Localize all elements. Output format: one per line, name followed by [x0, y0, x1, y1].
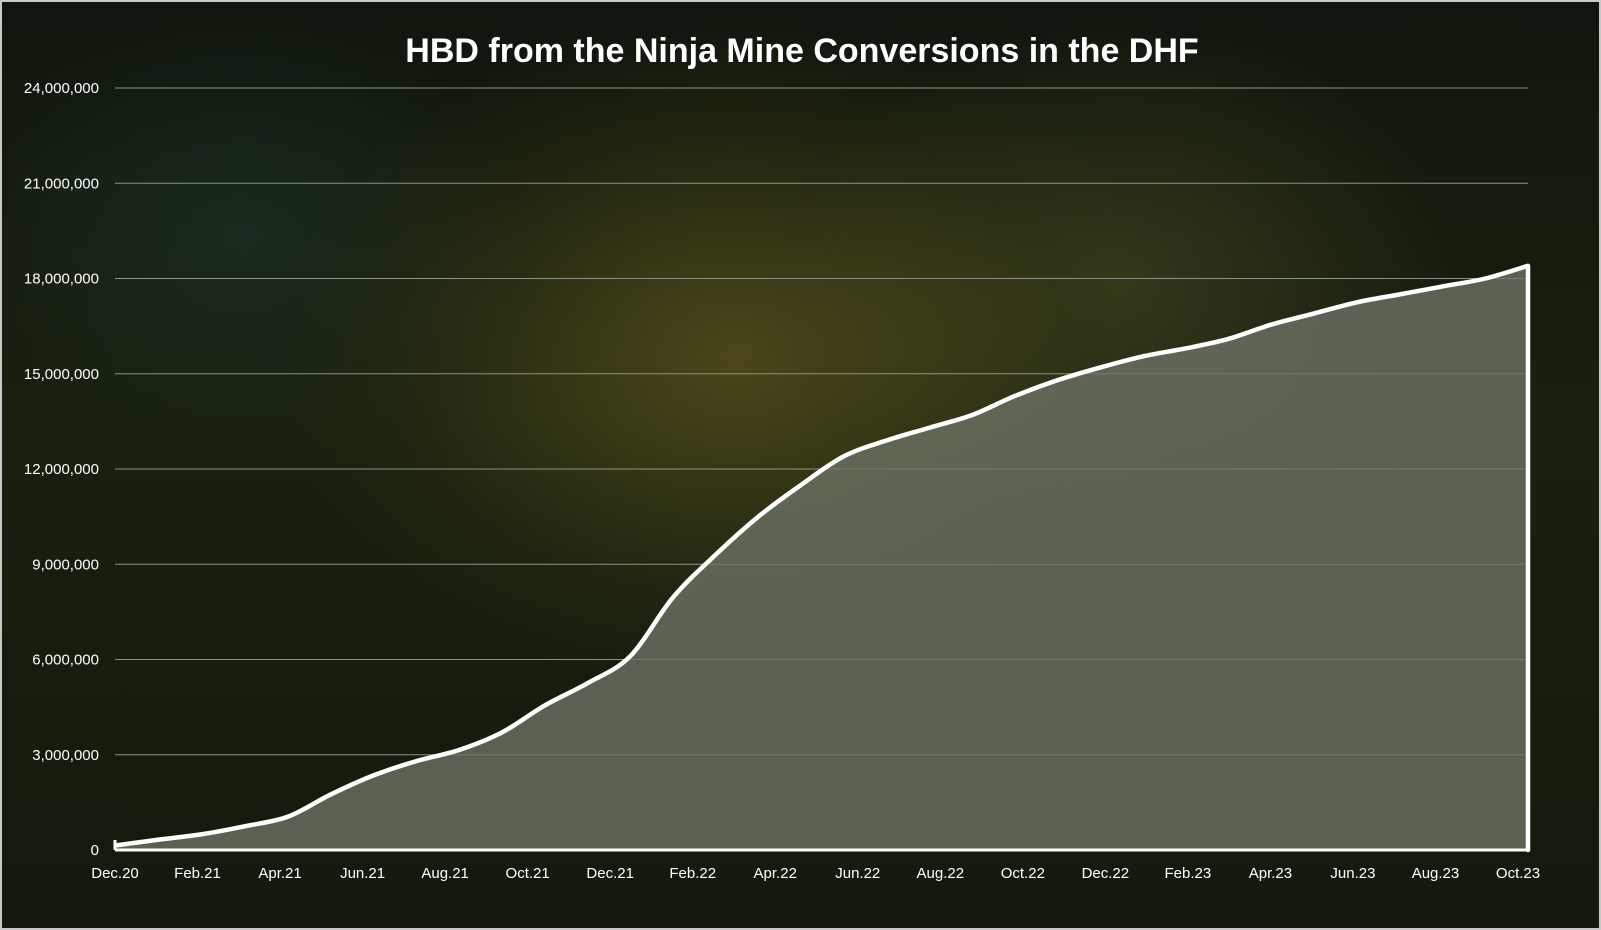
x-tick-label: Oct.21	[506, 865, 550, 882]
y-tick-label: 9,000,000	[32, 556, 99, 573]
y-tick-label: 3,000,000	[32, 747, 99, 764]
y-tick-label: 18,000,000	[24, 271, 99, 288]
x-tick-label: Dec.20	[91, 865, 139, 882]
plot-area	[113, 263, 1531, 853]
x-tick-label: Dec.21	[586, 865, 634, 882]
x-tick-label: Feb.21	[174, 865, 221, 882]
y-tick-label: 15,000,000	[24, 366, 99, 383]
x-tick-label: Apr.21	[258, 865, 301, 882]
chart-title: HBD from the Ninja Mine Conversions in t…	[405, 32, 1198, 70]
x-tick-label: Jun.23	[1330, 865, 1375, 882]
y-tick-label: 0	[91, 842, 99, 859]
y-axis-ticks: 0 3,000,000 6,000,000 9,000,000 12,000,000 15…	[24, 80, 99, 859]
x-tick-label: Oct.23	[1496, 865, 1540, 882]
x-tick-label: Feb.23	[1165, 865, 1212, 882]
y-tick-label: 12,000,000	[24, 461, 99, 478]
x-tick-label: Apr.22	[754, 865, 797, 882]
x-axis-ticks: Dec.20 Feb.21 Apr.21 Jun.21 Aug.21 Oct.21 Dec.…	[91, 865, 1540, 882]
x-tick-label: Feb.22	[669, 865, 716, 882]
y-tick-label: 24,000,000	[24, 80, 99, 97]
series-line	[114, 263, 1531, 853]
area-fill	[117, 265, 1528, 850]
x-tick-label: Jun.21	[340, 865, 385, 882]
x-tick-label: Aug.23	[1412, 865, 1460, 882]
y-tick-label: 6,000,000	[32, 652, 99, 669]
x-tick-label: Oct.22	[1001, 865, 1045, 882]
x-tick-label: Jun.22	[835, 865, 880, 882]
y-tick-label: 21,000,000	[24, 175, 99, 192]
x-tick-label: Dec.22	[1082, 865, 1130, 882]
x-tick-label: Apr.23	[1249, 865, 1292, 882]
x-tick-label: Aug.21	[421, 865, 469, 882]
x-tick-label: Aug.22	[917, 865, 965, 882]
